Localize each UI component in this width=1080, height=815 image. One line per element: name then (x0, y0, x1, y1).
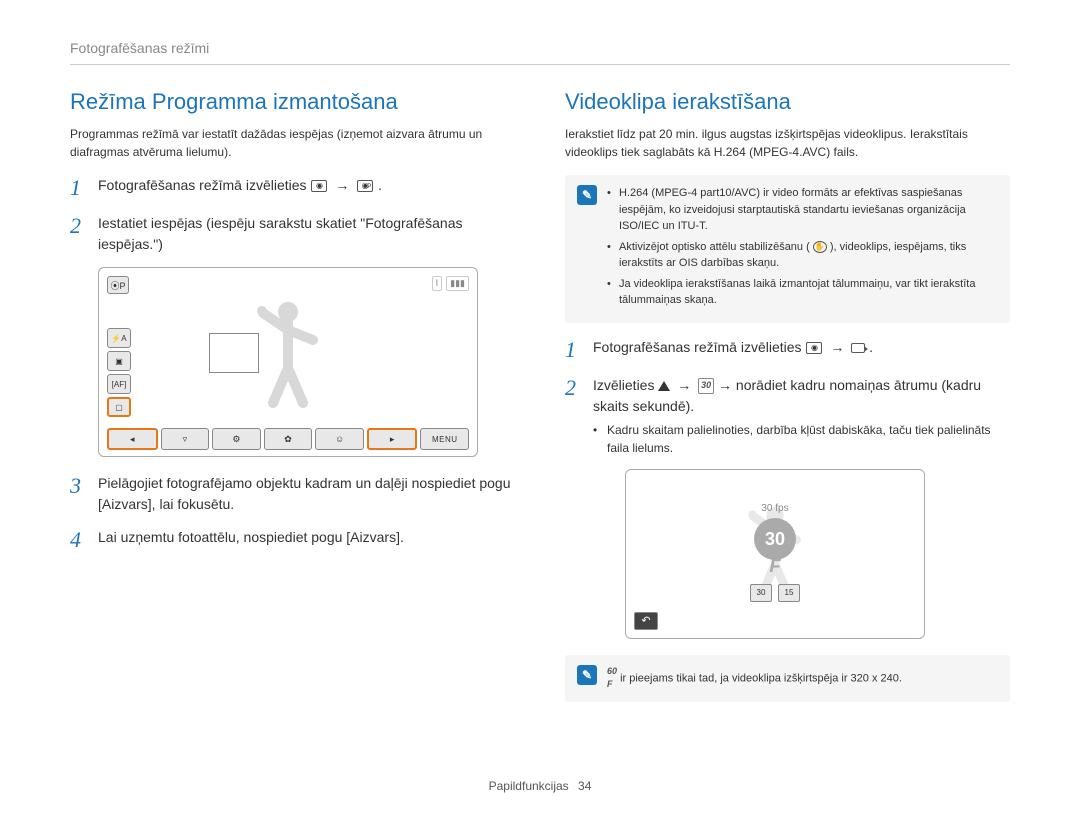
focus-rectangle (209, 333, 259, 373)
camera-icon: ◉ (806, 342, 822, 354)
step-4: 4 Lai uzņemtu fotoattēlu, nospiediet pog… (70, 527, 515, 553)
chapter-title: Fotografēšanas režīmi (70, 40, 209, 56)
af-button: [AF] (107, 374, 131, 394)
info-note-1: ✎ H.264 (MPEG-4 part10/AVC) ir video for… (565, 175, 1010, 323)
left-column: Režīma Programma izmantošana Programmas … (70, 89, 515, 716)
step-body: Izvēlieties → 30 → norādiet kadru nomaiņ… (593, 375, 1010, 457)
silhouette-figure (248, 298, 328, 408)
fps-option-30: 30 (750, 584, 772, 602)
step-2: 2 Iestatiet iespējas (iespēju sarakstu s… (70, 213, 515, 255)
fps-60-icon: 60F (607, 665, 617, 692)
nav-left-button: ◂ (107, 428, 158, 450)
toolbar-button: ▿ (161, 428, 210, 450)
step-number: 1 (70, 175, 98, 201)
note-bullet: Ja videoklipa ierakstīšanas laikā izmant… (607, 276, 998, 309)
left-button-column: ⚡A ▣ [AF] ▢ (107, 328, 131, 417)
step-number: 4 (70, 527, 98, 553)
step-body: Pielāgojiet fotografējamo objektu kadram… (98, 473, 515, 515)
footer-label: Papildfunkcijas (489, 779, 569, 793)
camera-icon: ◉ (311, 180, 327, 192)
left-intro: Programmas režīmā var iestatīt dažādas i… (70, 125, 515, 161)
step-number: 2 (70, 213, 98, 255)
sub-bullet: Kadru skaitam palielinoties, darbība kļū… (593, 421, 1010, 457)
toolbar-button: ☺ (315, 428, 364, 450)
up-triangle-icon (658, 381, 670, 391)
info-note-2: ✎ 60F ir pieejams tikai tad, ja videokli… (565, 655, 1010, 702)
video-icon (851, 343, 865, 353)
ois-hand-icon: ✋ (813, 241, 827, 253)
fps-option-icons: 30 15 (750, 584, 800, 602)
right-intro: Ierakstiet līdz pat 20 min. ilgus augsta… (565, 125, 1010, 161)
note-icon: ✎ (577, 185, 597, 205)
arrow-icon: → (335, 175, 349, 196)
page-number: 34 (578, 779, 591, 793)
step-number: 3 (70, 473, 98, 515)
fps-badge: 30 (754, 518, 796, 560)
flash-button: ⚡A (107, 328, 131, 348)
note-icon: ✎ (577, 665, 597, 685)
note-content: H.264 (MPEG-4 part10/AVC) ir video formā… (607, 185, 998, 313)
step-3: 3 Pielāgojiet fotografējamo objektu kadr… (70, 473, 515, 515)
step-body: Fotografēšanas režīmā izvēlieties ◉ → ◉ … (98, 175, 515, 201)
step-number: 2 (565, 375, 593, 457)
note-bullet: Aktivizējot optisko attēlu stabilizēšanu… (607, 239, 998, 272)
camera-p-icon: ◉ (357, 180, 373, 192)
chapter-header: Fotografēšanas režīmi (70, 40, 1010, 65)
arrow-icon: → (830, 337, 844, 358)
fps-indicator: 30 fps 30 F (754, 503, 796, 577)
right-steps: 1 Fotografēšanas režīmā izvēlieties ◉ → … (565, 337, 1010, 457)
left-heading: Režīma Programma izmantošana (70, 89, 515, 115)
step-number: 1 (565, 337, 593, 363)
nav-right-button: ▸ (367, 428, 418, 450)
left-steps: 1 Fotografēšanas režīmā izvēlieties ◉ → … (70, 175, 515, 255)
camera-screen-illustration: ⦿P I ▮▮▮ ⚡A ▣ [AF] ▢ (98, 267, 478, 457)
fps-f-icon: F (754, 556, 796, 577)
frame-button: ▣ (107, 351, 131, 371)
bottom-toolbar: ◂ ▿ ⚙ ✿ ☺ ▸ MENU (107, 428, 469, 450)
fps-30-icon: 30 (698, 378, 714, 394)
content-columns: Režīma Programma izmantošana Programmas … (70, 89, 1010, 716)
step-1: 1 Fotografēšanas režīmā izvēlieties ◉ → … (565, 337, 1010, 363)
mode-indicator-icon: ⦿P (107, 276, 129, 294)
option-button-active: ▢ (107, 397, 131, 417)
fps-option-15: 15 (778, 584, 800, 602)
step-2: 2 Izvēlieties → 30 → norādiet kadru noma… (565, 375, 1010, 457)
status-icon: I (432, 276, 443, 291)
back-button: ↶ (634, 612, 658, 630)
step-body: Fotografēšanas režīmā izvēlieties ◉ → . (593, 337, 1010, 363)
step-body: Lai uzņemtu fotoattēlu, nospiediet pogu … (98, 527, 515, 553)
fps-label: 30 fps (754, 503, 796, 514)
note-bullet: H.264 (MPEG-4 part10/AVC) ir video formā… (607, 185, 998, 235)
toolbar-button: ✿ (264, 428, 313, 450)
right-heading: Videoklipa ierakstīšana (565, 89, 1010, 115)
note-content: 60F ir pieejams tikai tad, ja videoklipa… (607, 665, 902, 692)
status-icons: I ▮▮▮ (432, 276, 469, 291)
step-body: Iestatiet iespējas (iespēju sarakstu ska… (98, 213, 515, 255)
toolbar-button: ⚙ (212, 428, 261, 450)
arrow-icon: → (677, 375, 691, 396)
page-footer: Papildfunkcijas 34 (0, 779, 1080, 793)
battery-icon: ▮▮▮ (446, 276, 469, 291)
step-1: 1 Fotografēšanas režīmā izvēlieties ◉ → … (70, 175, 515, 201)
right-column: Videoklipa ierakstīšana Ierakstiet līdz … (565, 89, 1010, 716)
video-screen-illustration: 30 fps 30 F 30 15 ↶ (625, 469, 925, 639)
menu-button: MENU (420, 428, 469, 450)
left-steps-cont: 3 Pielāgojiet fotografējamo objektu kadr… (70, 473, 515, 553)
